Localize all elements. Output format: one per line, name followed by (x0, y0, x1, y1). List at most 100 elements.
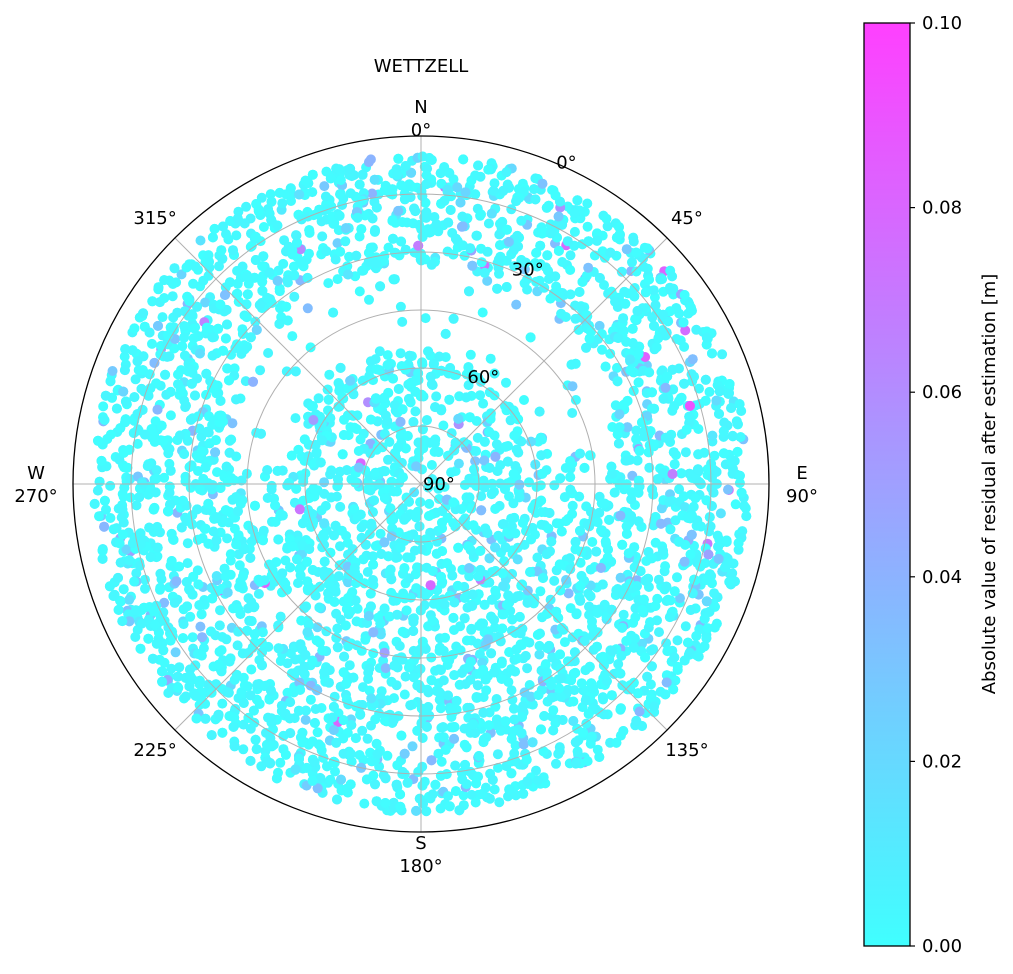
scatter-point (149, 606, 159, 617)
scatter-point (282, 274, 293, 285)
scatter-point (410, 406, 421, 417)
scatter-point (289, 291, 300, 302)
scatter-point (352, 410, 363, 421)
scatter-point (255, 365, 266, 376)
scatter-point (313, 393, 324, 404)
scatter-point (606, 286, 617, 297)
scatter-point (497, 609, 508, 620)
scatter-point (597, 579, 608, 590)
scatter-point (459, 613, 470, 624)
scatter-point (473, 160, 484, 171)
scatter-point (654, 627, 664, 638)
scatter-point (490, 585, 501, 596)
scatter-point (621, 521, 632, 532)
scatter-point (191, 713, 202, 724)
scatter-point (501, 599, 512, 610)
scatter-point (216, 410, 227, 421)
scatter-point (162, 351, 173, 362)
scatter-point (399, 563, 410, 574)
scatter-point (565, 250, 576, 261)
scatter-point (506, 204, 517, 215)
scatter-point (144, 522, 155, 533)
scatter-point (493, 254, 504, 265)
scatter-point (681, 424, 692, 435)
scatter-point (567, 408, 578, 418)
scatter-point (651, 342, 662, 353)
scatter-point (375, 528, 386, 539)
scatter-point (297, 727, 308, 738)
scatter-point (242, 681, 253, 692)
scatter-point (356, 532, 367, 543)
scatter-point (187, 632, 198, 643)
scatter-point (436, 756, 447, 767)
scatter-point (147, 338, 157, 349)
scatter-point (474, 620, 485, 631)
scatter-point (527, 737, 538, 748)
scatter-point (585, 591, 596, 602)
scatter-point (328, 307, 339, 318)
scatter-point (500, 484, 510, 495)
scatter-point (473, 751, 484, 761)
scatter-point (569, 647, 580, 658)
scatter-point (262, 465, 273, 476)
scatter-point (157, 666, 167, 677)
scatter-point (408, 616, 419, 627)
scatter-point (178, 633, 188, 644)
scatter-point (535, 240, 546, 251)
scatter-point (287, 541, 298, 552)
scatter-point (660, 689, 671, 700)
scatter-point (424, 498, 435, 509)
scatter-point (165, 635, 176, 646)
scatter-point (699, 613, 710, 624)
scatter-point (707, 348, 717, 359)
scatter-point (142, 461, 153, 471)
scatter-point (714, 408, 724, 419)
scatter-point (193, 466, 203, 476)
scatter-point (550, 271, 561, 282)
scatter-point (407, 741, 418, 752)
scatter-point (509, 430, 520, 441)
scatter-point (679, 290, 690, 300)
scatter-point (214, 646, 225, 657)
scatter-point (238, 744, 249, 755)
scatter-point (234, 581, 245, 592)
scatter-point (585, 450, 596, 461)
scatter-point (549, 480, 560, 491)
scatter-point (569, 685, 580, 696)
scatter-point (507, 569, 517, 579)
scatter-point (665, 524, 676, 535)
scatter-point (201, 389, 212, 400)
scatter-point (672, 635, 683, 646)
scatter-point (529, 184, 539, 195)
scatter-point (355, 434, 366, 445)
scatter-point (174, 662, 185, 673)
scatter-point (182, 558, 193, 569)
scatter-point (449, 733, 459, 744)
scatter-point (393, 384, 404, 394)
scatter-point (357, 169, 368, 180)
scatter-point (356, 522, 367, 533)
scatter-point (387, 215, 398, 226)
scatter-point (167, 291, 178, 302)
scatter-point (147, 653, 158, 664)
scatter-point (650, 601, 661, 611)
scatter-point (408, 417, 419, 427)
scatter-point (200, 713, 211, 724)
scatter-point (166, 556, 177, 566)
scatter-point (625, 365, 636, 376)
scatter-point (434, 351, 445, 362)
scatter-point (177, 341, 188, 352)
scatter-point (314, 602, 325, 613)
scatter-point (276, 700, 287, 711)
scatter-point (277, 510, 288, 521)
scatter-point (217, 698, 228, 709)
scatter-point (105, 513, 116, 523)
scatter-point (650, 537, 661, 548)
scatter-point (538, 573, 548, 583)
scatter-point (320, 191, 331, 202)
scatter-point (330, 584, 340, 595)
scatter-point (478, 737, 489, 748)
scatter-point (107, 366, 118, 376)
scatter-point (568, 716, 579, 726)
